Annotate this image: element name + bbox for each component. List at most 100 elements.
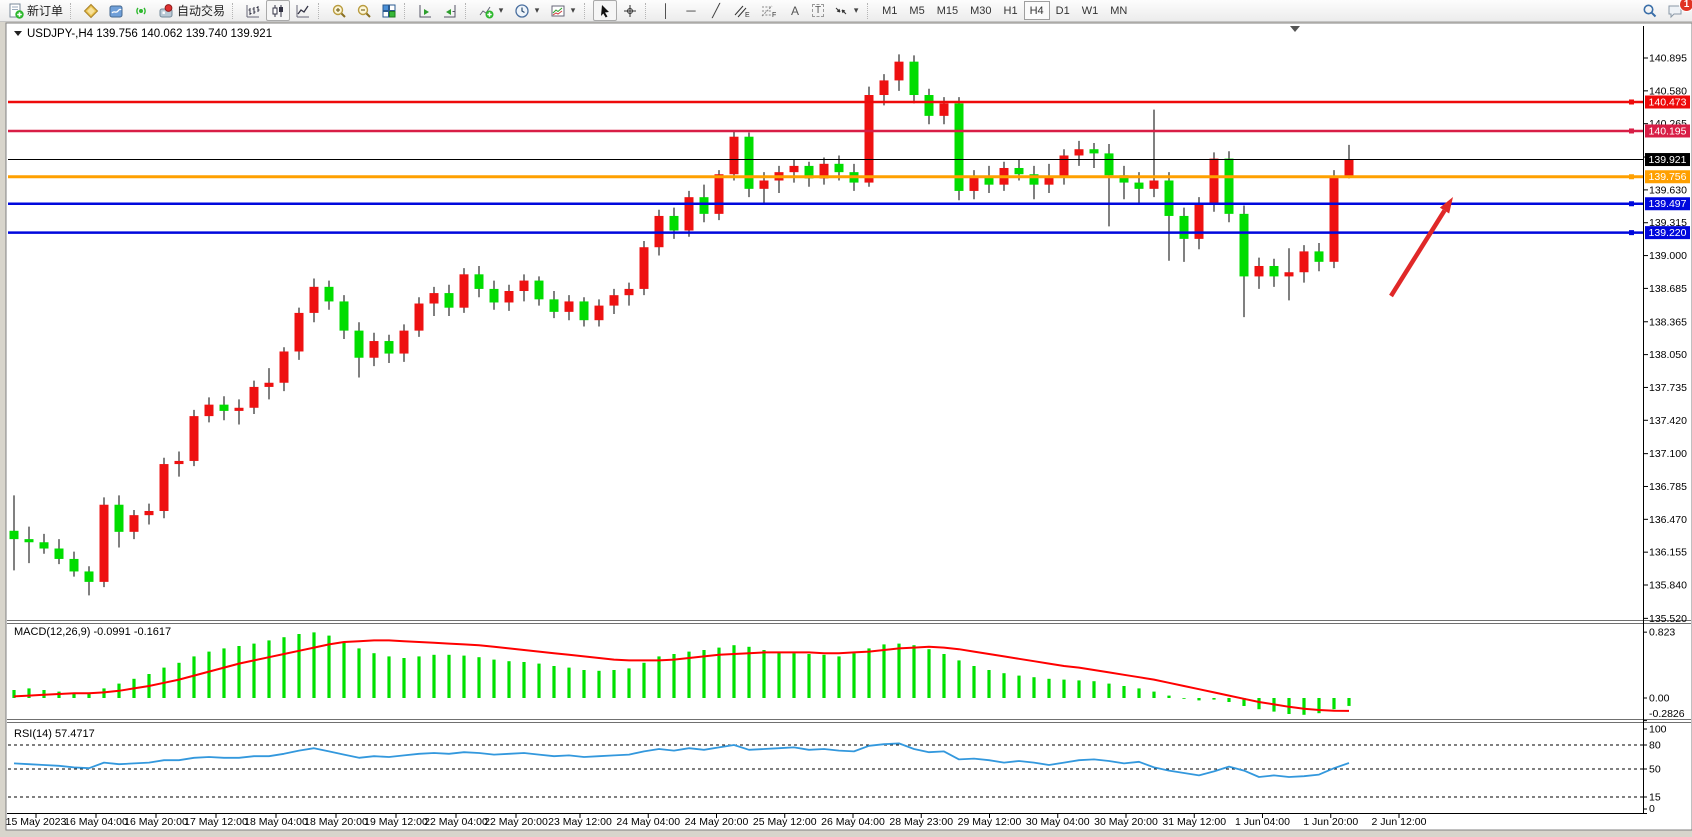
market-watch-button[interactable]: [104, 0, 128, 21]
chart-shift-button[interactable]: [438, 0, 462, 21]
candle-body: [789, 165, 799, 173]
candle-body: [1029, 174, 1039, 185]
chevron-down-icon: ▾: [570, 5, 576, 15]
horizontal-line-tool[interactable]: ─: [679, 0, 703, 21]
zoom-in-button[interactable]: [327, 0, 351, 21]
new-order-button[interactable]: 新订单: [4, 0, 67, 21]
candle-body: [699, 197, 709, 214]
bar-chart-button[interactable]: [241, 0, 265, 21]
candle-body: [444, 293, 454, 308]
shapes-icon: [835, 7, 847, 14]
zoom-in-icon: [332, 4, 346, 18]
chevron-down-icon: ▾: [498, 5, 504, 15]
candle-body: [459, 274, 469, 308]
notifications-button[interactable]: 1: [1663, 0, 1692, 21]
auto-trading-button[interactable]: 自动交易: [154, 0, 229, 21]
price-level-anchor[interactable]: [1629, 174, 1634, 180]
candle-body: [54, 548, 64, 559]
crosshair-tool-button[interactable]: [618, 0, 642, 21]
shapes-tool[interactable]: ▾: [829, 0, 864, 21]
price-level-anchor[interactable]: [1629, 230, 1634, 236]
annotation-arrow-line[interactable]: [1389, 209, 1447, 298]
candle-body: [534, 280, 544, 300]
macd-signal-line: [13, 639, 1350, 712]
price-level-anchor[interactable]: [1629, 99, 1634, 105]
candle-body: [1044, 176, 1054, 185]
candle-body: [819, 163, 829, 179]
price-tick-label: 137.100: [1649, 448, 1687, 460]
symbol-dropdown-icon[interactable]: [14, 31, 22, 36]
signals-button[interactable]: [129, 0, 153, 21]
timeframe-M30[interactable]: M30: [970, 4, 992, 17]
candle-body: [549, 299, 559, 312]
vertical-line-icon: │: [661, 3, 671, 18]
time-axis-label: 22 May 04:00: [424, 816, 488, 828]
timeframe-D1[interactable]: D1: [1055, 4, 1070, 17]
fibonacci-tool[interactable]: F: [756, 0, 782, 21]
tile-windows-button[interactable]: [377, 0, 401, 21]
search-button[interactable]: [1638, 0, 1662, 21]
toolbar-separator: [584, 2, 590, 19]
indicators-button[interactable]: ▾: [474, 0, 509, 21]
auto-trading-label: 自动交易: [177, 4, 226, 18]
candle-body: [669, 215, 679, 231]
candle-body: [174, 460, 184, 465]
main-toolbar: 新订单 自动交易: [0, 0, 1692, 22]
price-tag-label: 140.473: [1649, 96, 1687, 108]
market-watch-icon: [109, 5, 123, 17]
text-label-tool[interactable]: T: [808, 0, 828, 21]
price-tick-label: 136.470: [1649, 514, 1687, 526]
annotation-arrow-head[interactable]: [1439, 197, 1453, 214]
price-tag-label: 139.497: [1649, 198, 1687, 210]
timeframe-M1[interactable]: M1: [882, 4, 898, 17]
price-level-anchor[interactable]: [1629, 128, 1634, 134]
candle-body: [384, 341, 394, 354]
chart-shift-marker[interactable]: [1290, 26, 1300, 32]
toolbar-separator: [465, 2, 471, 19]
price-tag: [1645, 197, 1690, 211]
horizontal-line-icon: ─: [686, 3, 696, 18]
timeframe-H4[interactable]: H4: [1023, 1, 1050, 20]
toolbar-separator: [318, 2, 324, 19]
candlestick-chart-button[interactable]: [266, 0, 291, 21]
text-icon: A: [791, 3, 800, 18]
line-chart-icon: [296, 4, 310, 17]
trendline-tool[interactable]: ╱: [704, 0, 728, 21]
price-tag: [1645, 124, 1690, 138]
candle-body: [714, 174, 724, 214]
timeframe-H1[interactable]: H1: [1003, 4, 1018, 17]
candle-body: [429, 293, 439, 304]
auto-scroll-icon: [419, 4, 432, 17]
time-axis-label: 15 May 2023: [6, 816, 67, 828]
templates-button[interactable]: ▾: [546, 0, 581, 21]
price-tag: [1645, 226, 1690, 240]
timeframe-M15[interactable]: M15: [936, 4, 959, 17]
channel-icon: E: [734, 5, 750, 19]
time-axis-label: 2 Jun 12:00: [1372, 816, 1427, 828]
price-level-anchor[interactable]: [1629, 201, 1634, 207]
candle-body: [69, 558, 79, 572]
zoom-out-button[interactable]: [352, 0, 376, 21]
timeframe-W1[interactable]: W1: [1081, 4, 1099, 17]
candle-body: [234, 407, 244, 411]
vertical-line-tool[interactable]: │: [654, 0, 678, 21]
price-tick-label: 137.735: [1649, 382, 1687, 394]
candle-body: [624, 288, 634, 296]
candle-body: [99, 504, 109, 582]
time-axis-label: 24 May 20:00: [685, 816, 749, 828]
equidistant-channel-tool[interactable]: E: [729, 0, 755, 21]
timeframe-MN[interactable]: MN: [1110, 4, 1128, 17]
time-axis-label: 19 May 12:00: [364, 816, 428, 828]
metaeditor-button[interactable]: [79, 0, 103, 21]
text-tool[interactable]: A: [783, 0, 807, 21]
candle-body: [984, 176, 994, 185]
rsi-axis-label: 15: [1649, 792, 1661, 804]
periods-button[interactable]: ▾: [510, 0, 545, 21]
line-chart-button[interactable]: [291, 0, 315, 21]
candle-body: [564, 301, 574, 312]
candle-body: [399, 330, 409, 354]
auto-scroll-button[interactable]: [413, 0, 437, 21]
cursor-tool-button[interactable]: [593, 0, 618, 21]
timeframe-M5[interactable]: M5: [909, 4, 925, 17]
